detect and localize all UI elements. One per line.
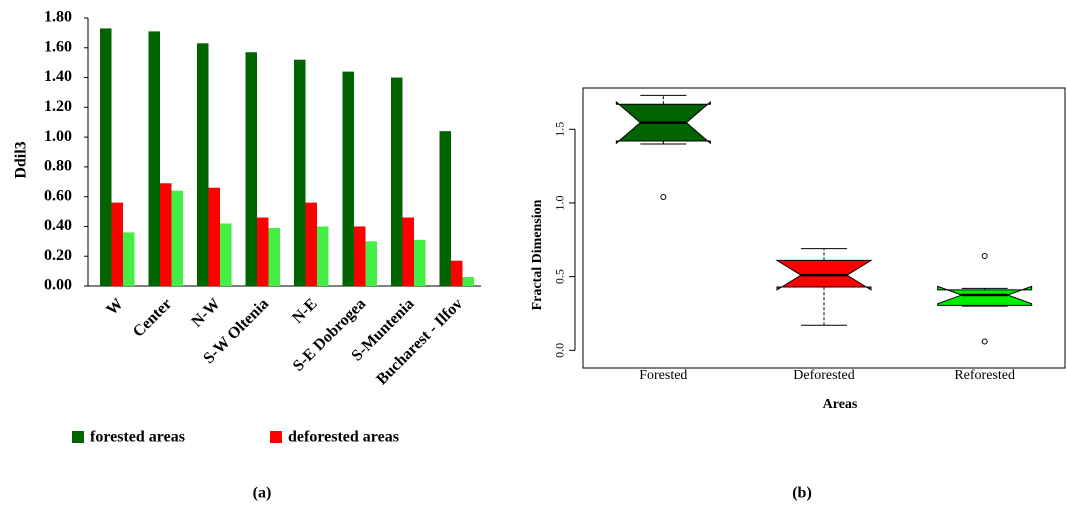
y-tick-label: 0.00 (44, 277, 72, 294)
plot-frame (582, 87, 1066, 369)
bar (462, 277, 474, 286)
y-tick-label: 1.80 (44, 9, 72, 26)
y-tick-label: 1.40 (44, 68, 72, 85)
bar (391, 77, 403, 286)
y-tick-label: 1.0 (553, 195, 567, 210)
legend-label: forested areas (90, 429, 185, 446)
x-tick-label: Bucharest - Ilfov (373, 295, 466, 388)
y-tick-label: 1.00 (44, 128, 72, 145)
legend-swatch (270, 431, 282, 443)
bar (160, 183, 172, 286)
bar (354, 226, 366, 286)
y-tick-label: 0.5 (553, 269, 567, 284)
bar (414, 239, 426, 286)
y-tick-label: 0.40 (44, 217, 72, 234)
outlier (981, 338, 988, 345)
bar (208, 187, 220, 286)
y-tick-label: 0.0 (553, 343, 567, 358)
bar (220, 223, 232, 286)
bar (451, 260, 463, 286)
bar (257, 217, 269, 286)
x-tick-label: Reforested (954, 368, 1015, 383)
bar (148, 31, 160, 287)
bar (317, 226, 329, 286)
bar (365, 241, 377, 286)
bar (402, 217, 414, 286)
x-tick-label: Center (130, 295, 175, 340)
panel-a: Ddil3 (a) 0.00 0.20 0.40 0.60 0.80 1.00 1.20 1.… (13, 9, 481, 502)
panel-b: Fractal Dimension Areas (b) 0.0 0.5 1.0 1.5… (530, 87, 1066, 502)
y-tick-label: 1.5 (553, 122, 567, 137)
x-tick-label: N-W (188, 295, 223, 330)
y-tick-label: 1.20 (44, 98, 72, 115)
bar (342, 71, 354, 286)
x-tick-label: Forested (639, 368, 687, 383)
outlier (981, 253, 988, 259)
y-tick-label: 1.60 (44, 38, 72, 55)
x-axis-label: Areas (823, 397, 858, 412)
y-tick-label: 0.60 (44, 187, 72, 204)
outlier (660, 194, 667, 201)
legend-label: deforested areas (288, 429, 399, 446)
y-axis-label: Fractal Dimension (530, 199, 545, 310)
x-tick-label: W (103, 295, 126, 318)
bar (439, 131, 451, 286)
y-tick-label: 0.20 (44, 247, 72, 264)
bar (294, 59, 306, 286)
bar (268, 227, 280, 286)
bar (171, 190, 183, 286)
x-tick-label: Deforested (793, 368, 854, 383)
panel-label: (b) (792, 485, 812, 502)
bar (100, 28, 112, 287)
bar (245, 52, 257, 286)
legend-swatch (72, 431, 84, 443)
x-tick-label: N-E (289, 295, 321, 327)
y-tick-label: 0.80 (44, 158, 72, 175)
y-axis-label: Ddil3 (13, 141, 30, 178)
bar (197, 43, 209, 286)
bar (305, 202, 317, 286)
bar (123, 232, 135, 286)
bar (111, 202, 123, 286)
panel-label: (a) (253, 485, 272, 502)
